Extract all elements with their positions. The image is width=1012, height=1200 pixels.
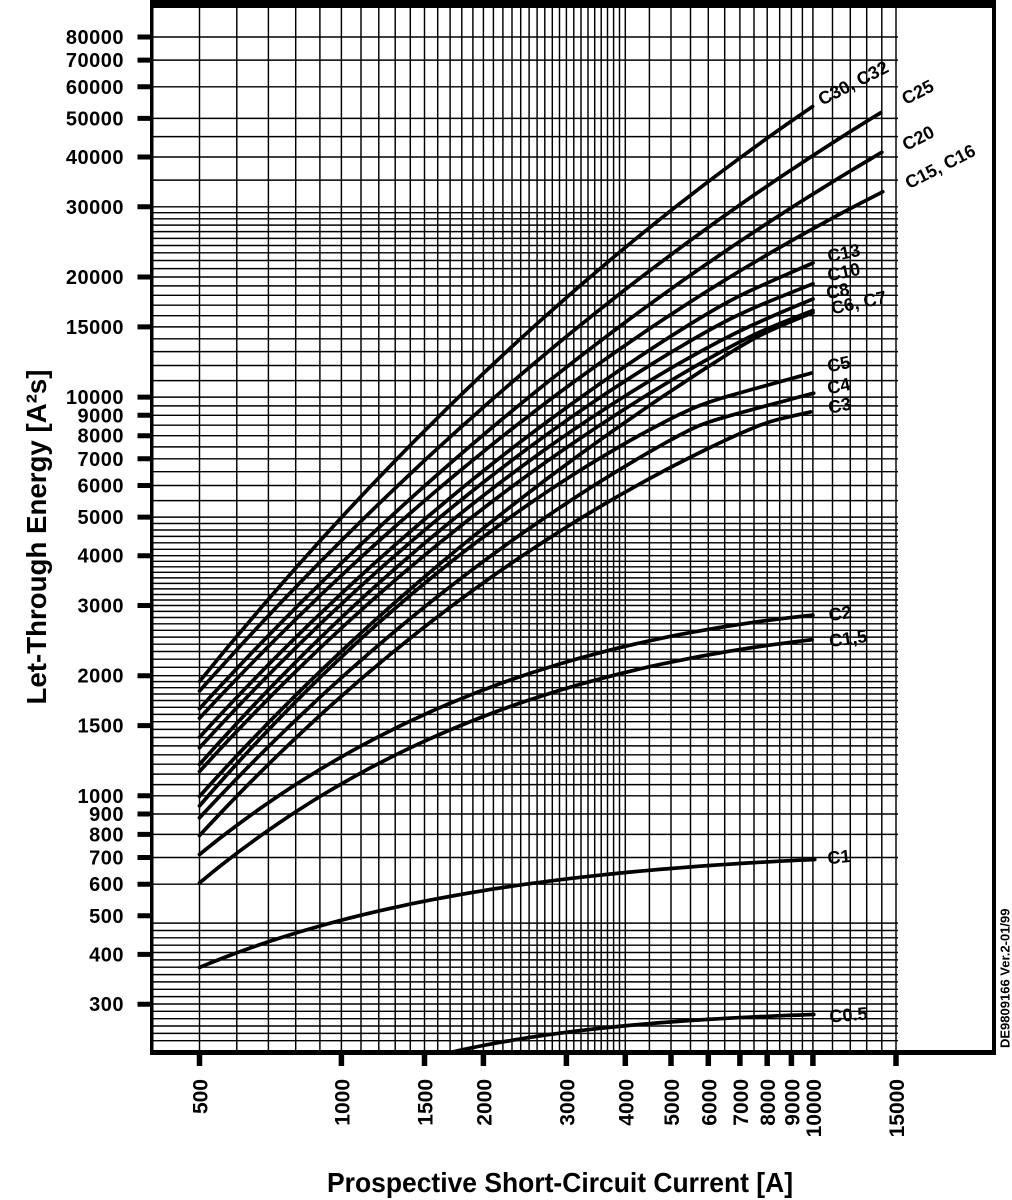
svg-text:10000: 10000 (803, 1079, 826, 1137)
svg-text:9000: 9000 (78, 405, 125, 427)
svg-text:9000: 9000 (781, 1079, 804, 1126)
svg-text:500: 500 (190, 1079, 213, 1114)
svg-text:10000: 10000 (66, 387, 124, 409)
svg-text:1000: 1000 (78, 786, 125, 808)
svg-text:300: 300 (89, 994, 124, 1016)
svg-text:15000: 15000 (886, 1079, 909, 1137)
svg-text:6000: 6000 (78, 476, 125, 498)
svg-text:400: 400 (89, 944, 124, 966)
svg-text:C8: C8 (824, 279, 851, 303)
svg-text:C4: C4 (825, 374, 852, 398)
svg-text:50000: 50000 (66, 108, 124, 130)
svg-text:C5: C5 (825, 352, 852, 376)
svg-text:2000: 2000 (78, 666, 125, 688)
svg-text:5000: 5000 (661, 1079, 684, 1126)
svg-text:1500: 1500 (415, 1079, 438, 1126)
svg-text:900: 900 (89, 804, 124, 826)
svg-text:Let-Through Energy [A²s]: Let-Through Energy [A²s] (21, 370, 52, 705)
svg-text:40000: 40000 (66, 147, 124, 169)
svg-text:2000: 2000 (473, 1079, 496, 1126)
svg-text:8000: 8000 (78, 426, 125, 448)
svg-text:500: 500 (89, 906, 124, 928)
svg-text:5000: 5000 (78, 507, 125, 529)
svg-text:30000: 30000 (66, 197, 124, 219)
svg-text:C1: C1 (826, 846, 851, 868)
svg-text:700: 700 (89, 848, 124, 870)
svg-text:60000: 60000 (66, 77, 124, 99)
svg-text:1000: 1000 (331, 1079, 354, 1126)
svg-text:7000: 7000 (78, 449, 125, 471)
svg-text:80000: 80000 (66, 27, 124, 49)
svg-text:6000: 6000 (698, 1079, 721, 1126)
svg-text:4000: 4000 (78, 546, 125, 568)
svg-text:DE9809166 Ver.2-01/99: DE9809166 Ver.2-01/99 (998, 908, 1012, 1048)
svg-text:3000: 3000 (556, 1079, 579, 1126)
svg-text:70000: 70000 (66, 50, 124, 72)
svg-text:600: 600 (89, 874, 124, 896)
svg-text:3000: 3000 (78, 596, 125, 618)
svg-text:C2: C2 (827, 602, 853, 625)
svg-text:8000: 8000 (757, 1079, 780, 1126)
svg-text:7000: 7000 (730, 1079, 753, 1126)
svg-text:C0.5: C0.5 (829, 1003, 869, 1026)
svg-text:20000: 20000 (66, 267, 124, 289)
svg-text:800: 800 (89, 824, 124, 846)
svg-text:4000: 4000 (615, 1079, 638, 1126)
svg-text:C3: C3 (826, 393, 853, 417)
svg-text:1500: 1500 (78, 716, 125, 738)
svg-text:15000: 15000 (66, 317, 124, 339)
svg-text:Prospective Short-Circuit Curr: Prospective Short-Circuit Current [A] (327, 1167, 793, 1198)
